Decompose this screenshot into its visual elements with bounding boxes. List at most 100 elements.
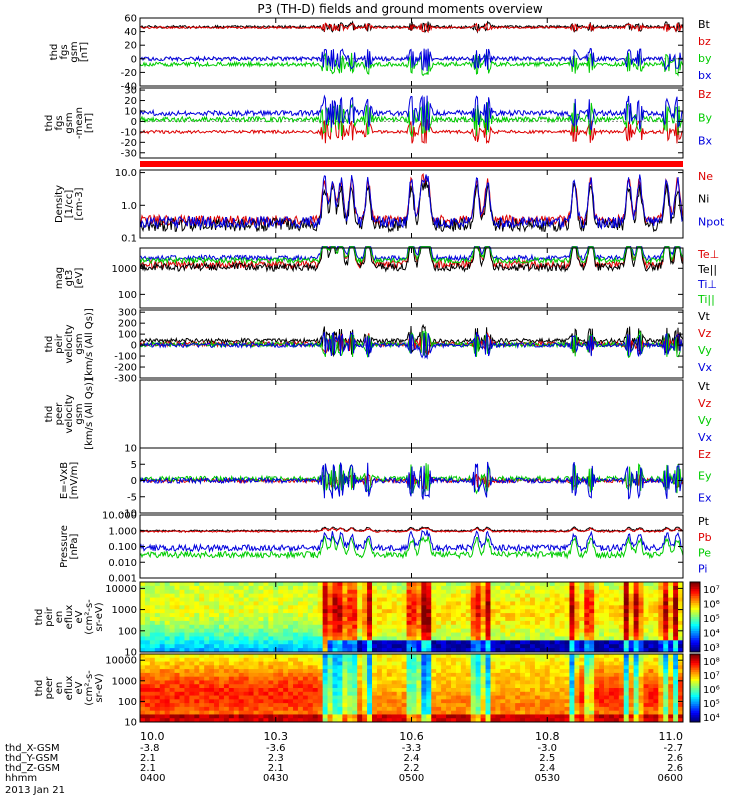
- spec-cell-0: [411, 605, 417, 610]
- spec-cell-1: [283, 669, 289, 674]
- spec-cell-1: [446, 680, 452, 685]
- spec-cell-1: [199, 691, 205, 696]
- spec-cell-1: [613, 665, 620, 670]
- spec-cell-1: [490, 688, 496, 693]
- spec-cell-1: [475, 665, 482, 670]
- spec-cell-1: [174, 695, 180, 700]
- spec-cell-1: [608, 676, 615, 681]
- spec-cell-1: [233, 710, 240, 715]
- ytick-label-s0-3: 10: [124, 648, 137, 659]
- spec-cell-1: [549, 672, 556, 678]
- spec-cell-1: [426, 684, 432, 689]
- spec-cell-0: [678, 601, 684, 606]
- spec-cell-0: [209, 593, 215, 598]
- spec-cell-1: [327, 691, 333, 696]
- spec-cell-1: [525, 669, 531, 674]
- spec-cell-1: [539, 718, 546, 723]
- spec-cell-0: [258, 613, 264, 618]
- spec-cell-0: [613, 605, 620, 610]
- spec-cell-1: [228, 710, 235, 715]
- spec-cell-0: [638, 648, 644, 653]
- spec-cell-1: [214, 654, 220, 659]
- spec-cell-1: [367, 661, 373, 666]
- spec-cell-1: [604, 688, 610, 693]
- spec-cell-1: [653, 691, 659, 696]
- spec-cell-1: [204, 699, 210, 704]
- spec-cell-0: [149, 644, 156, 649]
- spec-cell-1: [362, 657, 368, 662]
- spec-cell-1: [312, 661, 319, 666]
- spec-cell-1: [539, 695, 546, 700]
- spec-cell-1: [184, 669, 190, 674]
- spec-cell-1: [164, 695, 171, 700]
- spec-cell-0: [470, 644, 477, 649]
- spec-cell-1: [485, 661, 491, 666]
- spec-cell-1: [579, 672, 585, 678]
- spec-cell-1: [376, 688, 383, 693]
- spec-cell-0: [480, 624, 486, 630]
- spec-cell-0: [633, 589, 639, 595]
- spec-cell-1: [367, 703, 373, 708]
- spec-cell-0: [549, 597, 556, 602]
- spec-cell-1: [421, 669, 427, 674]
- spec-cell-0: [613, 601, 620, 606]
- spec-cell-1: [248, 718, 254, 723]
- spec-cell-1: [381, 680, 388, 685]
- spec-cell-0: [204, 613, 210, 618]
- spec-cell-0: [673, 636, 679, 641]
- colorbar-cell-1: [690, 674, 700, 678]
- spec-cell-1: [426, 695, 432, 700]
- spec-cell-0: [668, 628, 674, 633]
- spec-cell-1: [416, 718, 422, 723]
- spec-cell-0: [490, 636, 496, 641]
- spec-cell-0: [539, 585, 546, 591]
- spec-cell-1: [648, 688, 654, 693]
- spec-cell-0: [376, 582, 383, 587]
- spec-cell-0: [411, 640, 417, 645]
- spec-cell-1: [500, 718, 506, 723]
- spec-cell-1: [357, 691, 363, 696]
- spec-cell-1: [534, 665, 541, 670]
- spec-cell-1: [297, 680, 304, 685]
- spec-cell-1: [332, 688, 338, 693]
- spec-cell-1: [574, 676, 580, 681]
- spec-cell-1: [238, 680, 245, 685]
- spec-cell-0: [544, 632, 551, 637]
- spec-cell-1: [288, 699, 294, 704]
- spec-cell-1: [322, 672, 328, 678]
- spec-cell-0: [169, 582, 175, 587]
- spec-cell-0: [238, 593, 245, 598]
- spec-cell-1: [421, 710, 427, 715]
- spec-cell-0: [515, 636, 521, 641]
- spec-cell-0: [391, 593, 398, 598]
- spec-cell-0: [594, 632, 600, 637]
- spec-cell-1: [352, 669, 358, 674]
- spec-cell-0: [228, 624, 235, 630]
- spec-cell-1: [500, 710, 506, 715]
- spec-cell-0: [638, 585, 644, 591]
- spec-cell-0: [238, 597, 245, 602]
- spec-cell-0: [184, 585, 190, 591]
- spec-cell-0: [653, 636, 659, 641]
- spec-cell-0: [263, 644, 269, 649]
- spec-cell-1: [154, 684, 161, 689]
- ylabel-3-1: gt3: [64, 270, 75, 287]
- spec-cell-0: [525, 593, 531, 598]
- spec-cell-1: [623, 718, 630, 723]
- spec-cell-1: [510, 688, 516, 693]
- spec-cell-1: [599, 661, 605, 666]
- spec-cell-1: [386, 699, 393, 704]
- spec-cell-0: [357, 589, 363, 595]
- spec-cell-0: [293, 620, 299, 626]
- spec-cell-1: [386, 714, 393, 719]
- spec-cell-0: [381, 617, 388, 622]
- spec-cell-1: [485, 710, 491, 715]
- spec-cell-1: [342, 669, 348, 674]
- spec-cell-1: [199, 680, 205, 685]
- spec-cell-1: [194, 669, 200, 674]
- colorbar-cell-0: [690, 633, 700, 637]
- spec-cell-0: [223, 601, 230, 606]
- spec-cell-1: [297, 714, 304, 719]
- spec-cell-1: [288, 661, 294, 666]
- colorbar-cell-0: [690, 640, 700, 644]
